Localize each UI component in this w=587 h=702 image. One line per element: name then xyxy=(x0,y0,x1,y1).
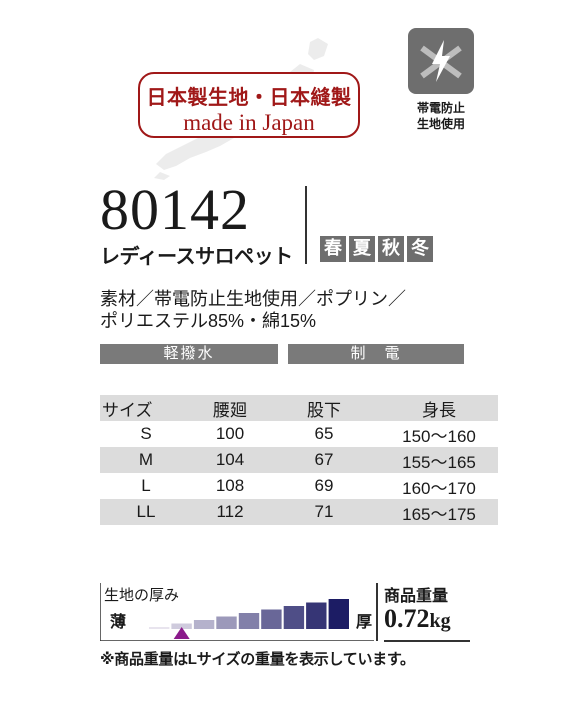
season-winter: 冬 xyxy=(407,236,433,262)
made-in-japan-badge: 日本製生地・日本縫製 made in Japan xyxy=(138,72,360,138)
antistatic-label: 帯電防止 生地使用 xyxy=(416,101,465,131)
thickness-scale xyxy=(100,583,374,641)
season-summer: 夏 xyxy=(349,236,375,262)
weight-divider xyxy=(376,583,378,641)
header-waist: 腰廻 xyxy=(192,395,268,421)
divider xyxy=(305,186,307,264)
thickness-bar-5 xyxy=(238,613,260,629)
table-row: S 100 65 150〜160 xyxy=(140,424,476,446)
weight-underline xyxy=(384,640,470,642)
thickness-bar-7 xyxy=(283,606,305,629)
feature-water-repellent: 軽撥水 xyxy=(100,344,278,364)
table-header-row: サイズ 腰廻 股下 身長 xyxy=(100,395,498,421)
thickness-bar-2 xyxy=(171,623,192,629)
thickness-bar-6 xyxy=(261,609,282,629)
table-row: LL 112 71 165〜175 xyxy=(100,499,498,525)
size-table: サイズ 腰廻 股下 身長 S 100 65 150〜160 M 104 67 1… xyxy=(100,395,498,525)
thickness-marker xyxy=(173,627,190,639)
season-spring: 春 xyxy=(320,236,346,262)
lightning-crossed-icon xyxy=(408,28,474,94)
header-height: 身長 xyxy=(380,395,498,421)
feature-antistatic: 制 電 xyxy=(288,344,464,364)
thickness-bar-9 xyxy=(328,599,349,629)
weight-title: 商品重量 xyxy=(384,588,449,605)
weight-note: ※商品重量はLサイズの重量を表示しています。 xyxy=(100,651,415,668)
header-inseam: 股下 xyxy=(268,395,380,421)
table-row: M 104 67 155〜165 xyxy=(100,447,498,473)
season-autumn: 秋 xyxy=(378,236,404,262)
product-name: レディースサロペット xyxy=(100,246,293,268)
badge-line1: 日本製生地・日本縫製 xyxy=(146,85,352,109)
header-size: サイズ xyxy=(100,395,192,421)
thickness-title: 生地の厚み xyxy=(104,587,180,604)
season-badges: 春 夏 秋 冬 xyxy=(320,236,433,262)
badge-line2: made in Japan xyxy=(183,110,315,135)
thin-label: 薄 xyxy=(110,614,127,631)
thickness-bar-1 xyxy=(149,627,170,629)
material-text: 素材／帯電防止生地使用／ポプリン／ ポリエステル85%・綿15% xyxy=(100,289,406,331)
table-row: L 108 69 160〜170 xyxy=(141,476,476,498)
thickness-bar-8 xyxy=(306,602,327,629)
thickness-bar-4 xyxy=(216,616,237,629)
model-number: 80142 xyxy=(100,177,250,242)
japan-map-silhouette xyxy=(154,38,328,180)
thick-label: 厚 xyxy=(356,614,373,631)
weight-value: 0.72kg xyxy=(384,604,451,633)
thickness-bar-3 xyxy=(193,620,215,629)
